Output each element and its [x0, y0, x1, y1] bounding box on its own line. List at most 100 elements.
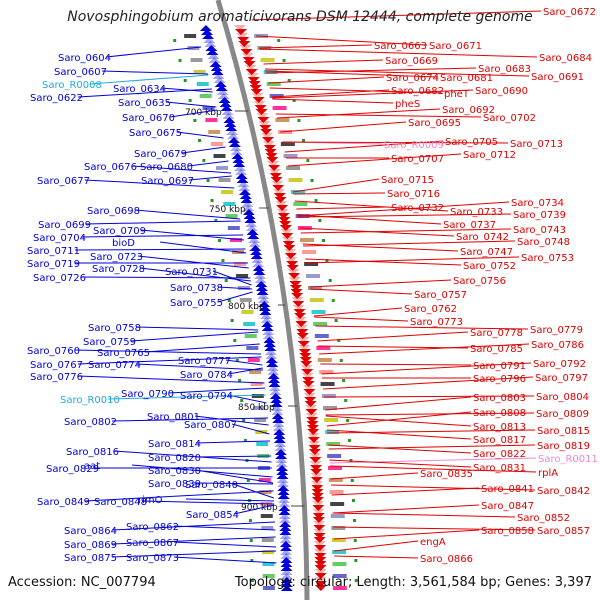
- gene-label[interactable]: Saro_0747: [460, 247, 513, 258]
- gene-label[interactable]: Saro_0752: [463, 261, 516, 272]
- gene-label[interactable]: Saro_0830: [148, 466, 201, 477]
- gene-label[interactable]: Saro_R0008: [42, 80, 102, 91]
- gene-label[interactable]: pheT: [444, 89, 470, 100]
- gene-label[interactable]: rimO: [138, 495, 163, 506]
- gene-label[interactable]: Saro_0814: [148, 439, 201, 450]
- gene-label[interactable]: Saro_0790: [121, 389, 174, 400]
- gene-label[interactable]: aat: [84, 461, 100, 472]
- gene-label[interactable]: Saro_0756: [453, 276, 506, 287]
- gene-label[interactable]: Saro_0679: [134, 149, 187, 160]
- gene-label[interactable]: Saro_0723: [90, 252, 143, 263]
- gene-label[interactable]: Saro_0733: [450, 207, 503, 218]
- gene-label[interactable]: Saro_0848: [94, 497, 147, 508]
- gene-label[interactable]: Saro_0711: [27, 246, 80, 257]
- gene-label[interactable]: Saro_0680: [140, 162, 193, 173]
- gene-label[interactable]: Saro_0713: [510, 139, 563, 150]
- gene-label[interactable]: Saro_0847: [481, 501, 534, 512]
- gene-label[interactable]: Saro_0864: [64, 526, 117, 537]
- gene-label[interactable]: Saro_0822: [473, 449, 526, 460]
- gene-label[interactable]: Saro_0819: [537, 441, 590, 452]
- gene-label[interactable]: Saro_0776: [30, 372, 83, 383]
- gene-label[interactable]: Saro_0731: [165, 267, 218, 278]
- gene-label[interactable]: Saro_0791: [473, 361, 526, 372]
- gene-label[interactable]: Saro_0807: [184, 420, 237, 431]
- gene-label[interactable]: Saro_0691: [531, 72, 584, 83]
- gene-label[interactable]: Saro_0869: [64, 540, 117, 551]
- gene-label[interactable]: Saro_0748: [517, 237, 570, 248]
- gene-label[interactable]: Saro_0712: [463, 150, 516, 161]
- gene-label[interactable]: Saro_0634: [113, 84, 166, 95]
- gene-label[interactable]: Saro_0840: [185, 480, 238, 491]
- gene-label[interactable]: Saro_0786: [531, 340, 584, 351]
- gene-label[interactable]: Saro_0743: [513, 225, 566, 236]
- gene-label[interactable]: Saro_0716: [387, 189, 440, 200]
- gene-label[interactable]: Saro_0672: [543, 7, 596, 18]
- gene-label[interactable]: Saro_0719: [27, 259, 80, 270]
- gene-label[interactable]: Saro_0760: [27, 346, 80, 357]
- gene-label[interactable]: Saro_0813: [473, 422, 526, 433]
- gene-label[interactable]: Saro_0816: [66, 447, 119, 458]
- gene-label[interactable]: Saro_0755: [170, 298, 223, 309]
- gene-label[interactable]: Saro_0622: [30, 93, 83, 104]
- gene-label[interactable]: Saro_0699: [38, 220, 91, 231]
- gene-label[interactable]: Saro_0852: [517, 513, 570, 524]
- gene-label[interactable]: Saro_0705: [445, 137, 498, 148]
- gene-label[interactable]: Saro_0704: [33, 233, 86, 244]
- gene-label[interactable]: Saro_0757: [414, 290, 467, 301]
- gene-label[interactable]: Saro_0732: [391, 203, 444, 214]
- gene-label[interactable]: Saro_0738: [170, 283, 223, 294]
- gene-label[interactable]: Saro_0728: [92, 264, 145, 275]
- gene-label[interactable]: Saro_0773: [410, 317, 463, 328]
- gene-label[interactable]: Saro_0804: [536, 392, 589, 403]
- gene-label[interactable]: Saro_0675: [129, 128, 182, 139]
- gene-label[interactable]: Saro_0702: [483, 113, 536, 124]
- gene-label[interactable]: Saro_0671: [429, 41, 482, 52]
- gene-label[interactable]: Saro_0835: [420, 469, 473, 480]
- gene-label[interactable]: pheS: [395, 99, 420, 110]
- gene-label[interactable]: Saro_0674: [386, 73, 439, 84]
- gene-label[interactable]: Saro_0695: [408, 118, 461, 129]
- gene-label[interactable]: Saro_0604: [58, 53, 111, 64]
- gene-label[interactable]: Saro_0739: [513, 210, 566, 221]
- gene-label[interactable]: Saro_0831: [473, 463, 526, 474]
- gene-label[interactable]: Saro_0753: [521, 253, 574, 264]
- gene-label[interactable]: Saro_0815: [537, 426, 590, 437]
- gene-label[interactable]: Saro_0784: [180, 370, 233, 381]
- gene-label[interactable]: Saro_0820: [148, 453, 201, 464]
- gene-label[interactable]: Saro_0677: [37, 176, 90, 187]
- gene-label[interactable]: Saro_0709: [93, 226, 146, 237]
- gene-label[interactable]: Saro_0690: [475, 86, 528, 97]
- gene-label[interactable]: Saro_0857: [537, 526, 590, 537]
- gene-label[interactable]: Saro_0742: [456, 232, 509, 243]
- gene-label[interactable]: Saro_0873: [126, 553, 179, 564]
- gene-label[interactable]: Saro_0682: [391, 86, 444, 97]
- gene-label[interactable]: Saro_0829: [46, 464, 99, 475]
- gene-label[interactable]: Saro_0796: [473, 374, 526, 385]
- gene-label[interactable]: Saro_0765: [97, 348, 150, 359]
- gene-label[interactable]: Saro_0803: [473, 393, 526, 404]
- gene-label[interactable]: Saro_0858: [481, 526, 534, 537]
- gene-label[interactable]: Saro_0669: [385, 56, 438, 67]
- gene-label[interactable]: Saro_0670: [122, 113, 175, 124]
- gene-label[interactable]: Saro_0767: [30, 360, 83, 371]
- gene-label[interactable]: Saro_0839: [148, 479, 201, 490]
- gene-label[interactable]: Saro_0867: [126, 538, 179, 549]
- gene-label[interactable]: Saro_R0010: [60, 395, 120, 406]
- gene-label[interactable]: Saro_0842: [537, 486, 590, 497]
- gene-label[interactable]: Saro_0681: [440, 73, 493, 84]
- gene-label[interactable]: bioD: [112, 238, 135, 249]
- gene-label[interactable]: Saro_0841: [481, 484, 534, 495]
- gene-label[interactable]: Saro_0866: [420, 554, 473, 565]
- gene-label[interactable]: Saro_0676: [84, 162, 137, 173]
- gene-label[interactable]: Saro_0607: [54, 67, 107, 78]
- gene-label[interactable]: Saro_0797: [535, 373, 588, 384]
- gene-label[interactable]: Saro_0792: [533, 359, 586, 370]
- gene-label[interactable]: Saro_0801: [147, 412, 200, 423]
- gene-label[interactable]: Saro_0683: [478, 64, 531, 75]
- gene-label[interactable]: Saro_0794: [180, 391, 233, 402]
- gene-label[interactable]: Saro_0817: [473, 435, 526, 446]
- gene-label[interactable]: Saro_0779: [530, 325, 583, 336]
- gene-label[interactable]: Saro_R0009: [384, 140, 444, 151]
- gene-label[interactable]: Saro_0692: [442, 105, 495, 116]
- gene-label[interactable]: Saro_0737: [443, 220, 496, 231]
